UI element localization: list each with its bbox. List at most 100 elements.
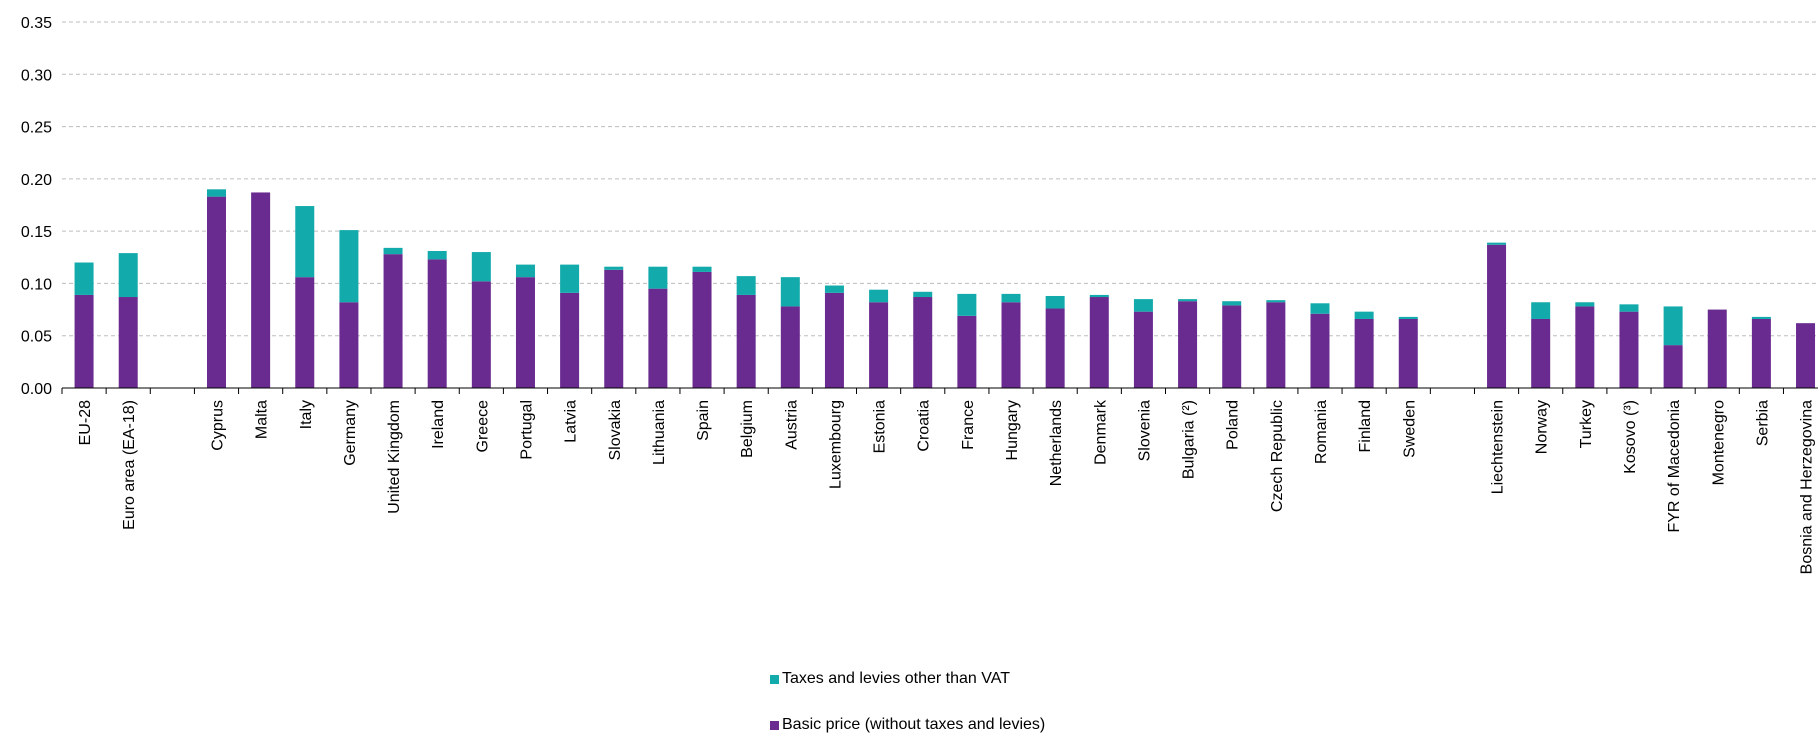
x-category-label: FYR of Macedonia xyxy=(1666,400,1683,533)
x-category-label: Estonia xyxy=(872,400,889,453)
bar-taxes xyxy=(1001,293,1021,303)
bar-basic-price xyxy=(780,306,800,388)
bar-basic-price xyxy=(1796,323,1816,388)
bar-taxes xyxy=(1133,299,1153,312)
bar-basic-price xyxy=(824,292,844,388)
bar-basic-price xyxy=(604,269,624,388)
bar-taxes xyxy=(1619,304,1639,312)
bar-taxes xyxy=(1663,306,1683,346)
bar-taxes xyxy=(957,293,977,316)
x-category-label: Netherlands xyxy=(1048,400,1065,486)
x-category-label: Belgium xyxy=(739,400,756,458)
bar-taxes xyxy=(913,291,933,298)
x-category-label: Kosovo (³) xyxy=(1622,400,1639,474)
bar-basic-price xyxy=(1619,311,1639,388)
bar-taxes xyxy=(471,252,491,282)
y-tick-label: 0.20 xyxy=(21,172,52,189)
bar-taxes xyxy=(339,230,359,303)
x-category-label: Slovakia xyxy=(607,400,624,461)
legend-swatch-taxes xyxy=(770,674,779,684)
y-tick-label: 0.30 xyxy=(21,67,52,84)
x-category-label: Croatia xyxy=(916,400,933,452)
bar-basic-price xyxy=(1398,318,1418,388)
bar-basic-price xyxy=(736,294,756,388)
x-category-label: Lithuania xyxy=(651,400,668,465)
x-category-label: Spain xyxy=(695,400,712,441)
y-tick-label: 0.10 xyxy=(21,276,52,293)
bar-taxes xyxy=(1398,316,1418,319)
x-category-label: Denmark xyxy=(1092,399,1109,465)
bar-basic-price xyxy=(1178,301,1198,388)
bar-taxes xyxy=(427,251,447,260)
bar-basic-price xyxy=(648,288,668,388)
y-tick-label: 0.25 xyxy=(21,120,52,137)
bar-basic-price xyxy=(74,294,94,388)
x-category-label: Italy xyxy=(298,400,315,429)
legend-item-basic: Basic price (without taxes and levies) xyxy=(770,716,1045,734)
x-category-label: Luxembourg xyxy=(827,400,844,489)
x-category-label: Latvia xyxy=(563,400,580,443)
bar-taxes xyxy=(824,285,844,293)
bar-basic-price xyxy=(869,302,889,388)
y-tick-label: 0.15 xyxy=(21,224,52,241)
x-category-label: Bosnia and Herzegovina xyxy=(1799,400,1816,574)
bar-taxes xyxy=(1178,299,1198,302)
bar-taxes xyxy=(1310,303,1330,314)
bar-basic-price xyxy=(1045,308,1065,388)
bar-basic-price xyxy=(1487,244,1507,388)
y-tick-label: 0.05 xyxy=(21,329,52,346)
x-category-label: Montenegro xyxy=(1710,400,1727,485)
x-category-label: Euro area (EA-18) xyxy=(121,400,138,530)
x-category-label: Slovenia xyxy=(1136,400,1153,461)
x-category-label: Malta xyxy=(254,400,271,439)
x-category-label: Germany xyxy=(342,400,359,466)
bar-taxes xyxy=(383,247,403,255)
bar-taxes xyxy=(692,266,712,272)
x-category-label: Turkey xyxy=(1578,400,1595,448)
x-category-label: Cyprus xyxy=(209,400,226,451)
x-category-label: Liechtenstein xyxy=(1490,400,1507,494)
y-tick-label: 0.35 xyxy=(21,15,52,32)
x-category-label: Ireland xyxy=(430,400,447,449)
bar-taxes xyxy=(74,262,94,295)
bar-taxes xyxy=(1487,242,1507,245)
bar-basic-price xyxy=(1751,318,1771,388)
bar-taxes xyxy=(1531,302,1551,319)
bar-basic-price xyxy=(1531,318,1551,388)
x-category-label: Bulgaria (²) xyxy=(1181,400,1198,479)
bar-taxes xyxy=(1222,301,1242,306)
bar-basic-price xyxy=(1354,318,1374,388)
bar-basic-price xyxy=(1310,313,1330,388)
x-category-label: United Kingdom xyxy=(386,400,403,514)
legend-item-taxes: Taxes and levies other than VAT xyxy=(770,670,1010,688)
bar-taxes xyxy=(604,266,624,270)
bar-basic-price xyxy=(1575,306,1595,388)
bar-basic-price xyxy=(427,259,447,388)
bar-taxes xyxy=(736,276,756,295)
bar-basic-price xyxy=(471,281,491,388)
bar-basic-price xyxy=(1663,345,1683,388)
x-category-label: Austria xyxy=(783,400,800,450)
x-category-label: Norway xyxy=(1534,400,1551,454)
bar-basic-price xyxy=(1001,302,1021,388)
x-category-label: Hungary xyxy=(1004,400,1021,460)
bar-basic-price xyxy=(560,292,580,388)
bar-basic-price xyxy=(295,277,315,388)
bar-basic-price xyxy=(913,297,933,388)
x-category-label: Portugal xyxy=(518,400,535,460)
x-category-label: Serbia xyxy=(1754,400,1771,446)
bar-basic-price xyxy=(118,297,138,388)
x-category-label: Poland xyxy=(1225,400,1242,450)
bar-taxes xyxy=(295,206,315,278)
bars xyxy=(74,189,1816,388)
bar-taxes xyxy=(780,277,800,307)
legend-label-basic: Basic price (without taxes and levies) xyxy=(782,716,1046,733)
x-category-label: France xyxy=(960,400,977,450)
x-category-label: Finland xyxy=(1357,400,1374,452)
bar-taxes xyxy=(515,264,535,278)
y-tick-label: 0.00 xyxy=(21,381,52,398)
x-category-label: Greece xyxy=(474,400,491,453)
bar-taxes xyxy=(206,189,226,197)
bar-taxes xyxy=(560,264,580,293)
x-category-label: Czech Republic xyxy=(1269,400,1286,512)
